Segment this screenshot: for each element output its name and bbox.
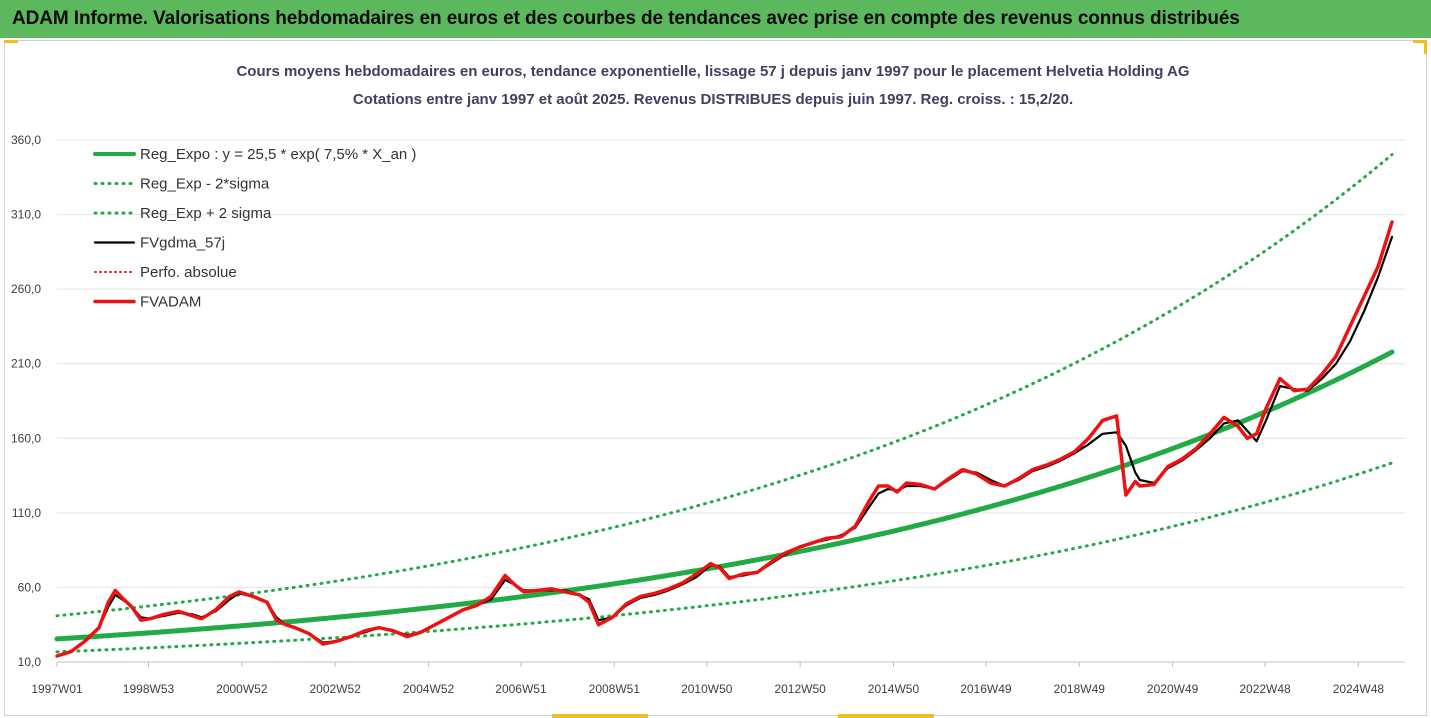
x-tick-label: 1998W53 [123, 682, 175, 696]
frame-corner-bottom-mid-a [552, 714, 648, 718]
x-tick-label: 2006W51 [495, 682, 547, 696]
chart-frame [4, 40, 1427, 716]
y-tick-label: 110,0 [12, 506, 41, 520]
x-tick-label: 2018W49 [1054, 682, 1106, 696]
report-title: ADAM Informe. Valorisations hebdomadaire… [12, 8, 1240, 29]
x-axis: 1997W01 1998W53 2000W52 2002W52 2004W52 2006W… [31, 661, 1405, 696]
legend-label-3: FVgdma_57j [140, 235, 225, 252]
series-line-2 [55, 153, 1394, 618]
x-tick-label: 2008W51 [589, 682, 641, 696]
y-tick-label: 260,0 [11, 282, 41, 296]
y-tick-label: 360,0 [11, 133, 41, 147]
series-line-5 [55, 220, 1394, 658]
x-tick-label: 2010W50 [681, 682, 733, 696]
x-tick-label: 2022W48 [1239, 682, 1291, 696]
frame-corner-bottom-mid-b [838, 714, 934, 718]
y-tick-label: 60,0 [18, 580, 42, 594]
series-line-0 [54, 349, 1395, 642]
x-tick-label: 2020W49 [1147, 682, 1199, 696]
report-banner: ADAM Informe. Valorisations hebdomadaire… [0, 0, 1431, 38]
x-tick-label: 2024W48 [1333, 682, 1385, 696]
series-line-3 [55, 235, 1394, 658]
x-tick-label: 2002W52 [310, 682, 362, 696]
legend-label-0: Reg_Expo : y = 25,5 * exp( 7,5% * X_an ) [140, 146, 416, 163]
y-tick-label: 160,0 [11, 431, 41, 445]
chart-title: Cours moyens hebdomadaires en euros, ten… [236, 63, 1189, 80]
chart-subtitle: Cotations entre janv 1997 et août 2025. … [353, 91, 1073, 108]
legend: Reg_Expo : y = 25,5 * exp( 7,5% * X_an )… [93, 146, 416, 311]
legend-label-2: Reg_Exp + 2 sigma [140, 205, 272, 222]
x-tick-label: 1997W01 [31, 682, 83, 696]
frame-corner-right-tick [1424, 40, 1427, 54]
x-tick-label: 2016W49 [960, 682, 1012, 696]
frame-corner-top-right [1413, 40, 1427, 43]
y-tick-label: 10,0 [18, 655, 42, 669]
x-tick-label: 2000W52 [216, 682, 268, 696]
y-axis: 10,0 60,0 110,0 160,0 210,0 260,0 310,0 360,0 [11, 133, 41, 669]
legend-label-5: FVADAM [140, 294, 201, 311]
x-tick-label: 2012W50 [774, 682, 826, 696]
series-lines [54, 153, 1395, 658]
y-tick-label: 210,0 [11, 357, 41, 371]
series-line-1 [55, 461, 1394, 654]
y-tick-label: 310,0 [11, 208, 41, 222]
x-tick-label: 2014W50 [868, 682, 920, 696]
x-tick-label: 2004W52 [403, 682, 455, 696]
legend-label-4: Perfo. absolue [140, 264, 237, 281]
frame-corner-top-left [4, 40, 18, 43]
legend-label-1: Reg_Exp - 2*sigma [140, 176, 270, 193]
